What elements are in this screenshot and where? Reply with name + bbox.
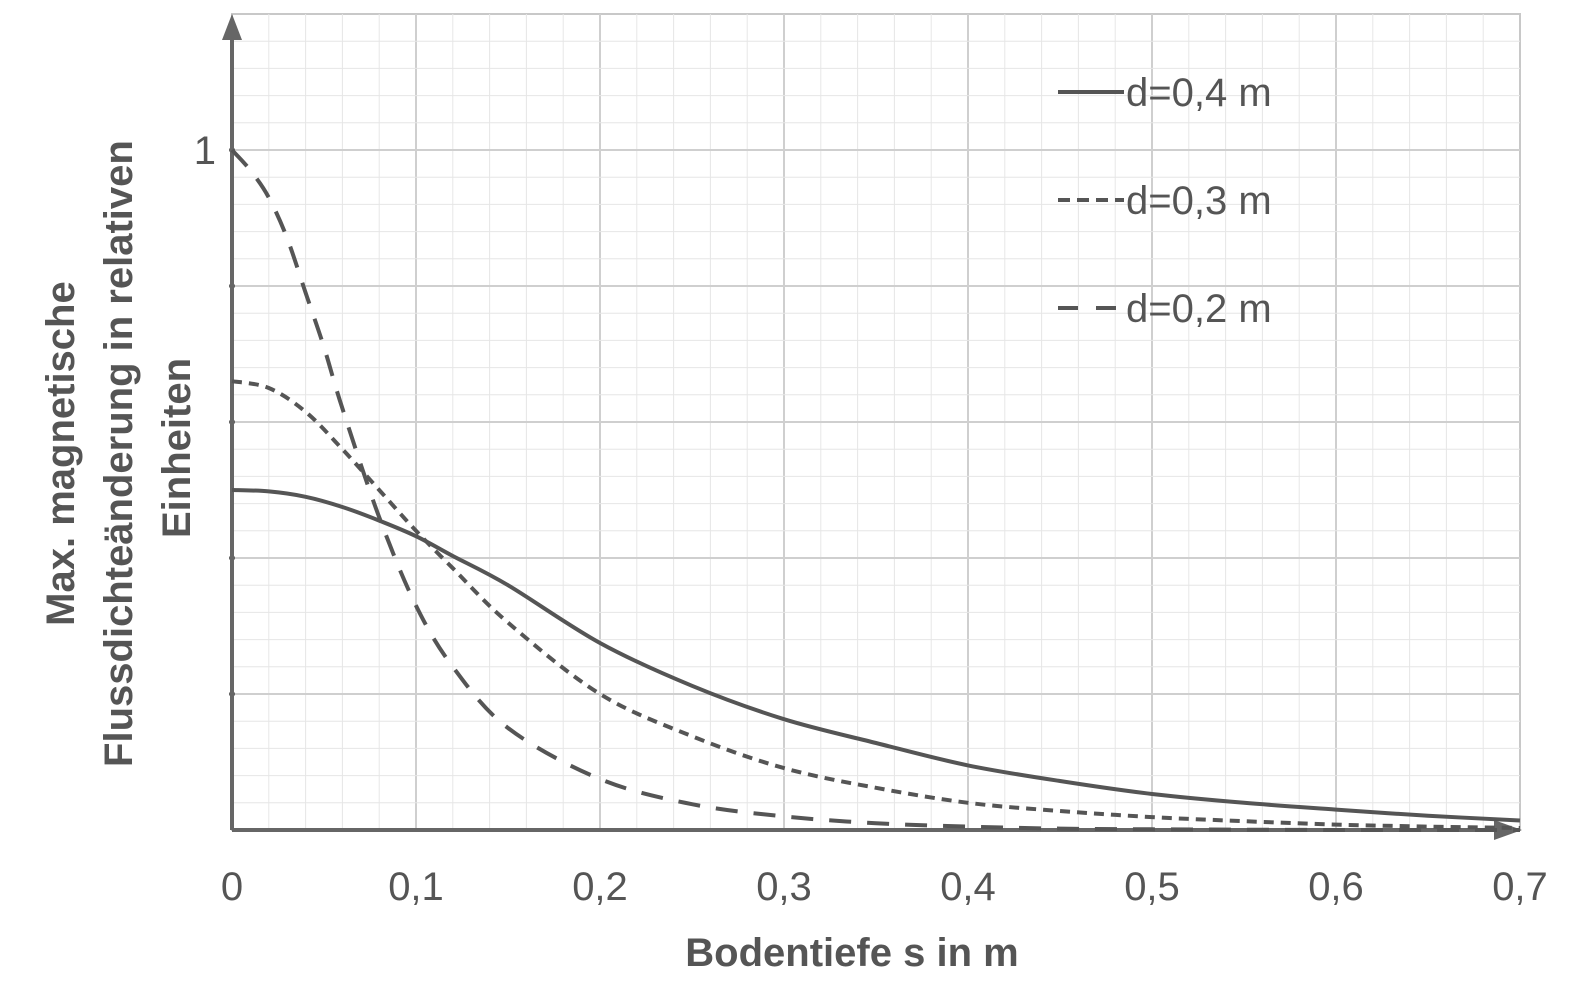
tick-labels: 0 0,1 0,2 0,3 0,4 0,5 0,6 0,7 1: [194, 129, 1548, 909]
series-line-3: [230, 148, 1521, 833]
legend: d=0,4 m d=0,3 m d=0,2 m: [1058, 71, 1272, 331]
x-tick-label: 0,7: [1492, 865, 1548, 909]
grid: [231, 13, 1521, 831]
y-axis-title-line-3: Einheiten: [155, 358, 199, 538]
y-axis-title-line-2: Flussdichteänderung in relativen: [97, 140, 141, 767]
x-tick-label: 0: [221, 865, 243, 909]
legend-label: d=0,2 m: [1126, 287, 1272, 331]
x-axis-title: Bodentiefe s in m: [685, 931, 1018, 975]
y-axis-title-line-1: Max. magnetische: [39, 281, 83, 626]
x-tick-label: 0,6: [1308, 865, 1364, 909]
x-tick-label: 0,3: [756, 865, 812, 909]
x-tick-label: 0,5: [1124, 865, 1180, 909]
x-axis-arrow: [1494, 820, 1522, 840]
y-tick-label: 1: [194, 129, 216, 173]
legend-label: d=0,3 m: [1126, 179, 1272, 223]
y-axis-arrow: [222, 14, 242, 40]
legend-label: d=0,4 m: [1126, 71, 1272, 115]
series-line-2: [231, 379, 1521, 830]
y-axis-title: Max. magnetische Flussdichteänderung in …: [39, 129, 199, 767]
x-tick-label: 0,1: [388, 865, 444, 909]
series-line-1: [231, 488, 1521, 823]
x-tick-label: 0,4: [940, 865, 996, 909]
x-tick-label: 0,2: [572, 865, 628, 909]
series: [230, 148, 1521, 833]
